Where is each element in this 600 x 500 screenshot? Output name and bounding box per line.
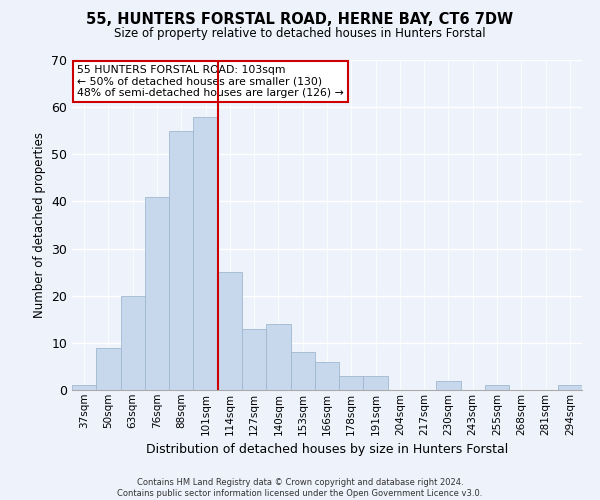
Bar [485,386,509,390]
Bar [218,272,242,390]
Bar [145,196,169,390]
Bar [315,362,339,390]
Bar [339,376,364,390]
Bar [558,386,582,390]
Bar [193,116,218,390]
Bar [266,324,290,390]
Bar [72,386,96,390]
Text: 55, HUNTERS FORSTAL ROAD, HERNE BAY, CT6 7DW: 55, HUNTERS FORSTAL ROAD, HERNE BAY, CT6… [86,12,514,28]
Bar [242,328,266,390]
Bar [364,376,388,390]
Bar [96,348,121,390]
Text: Contains HM Land Registry data © Crown copyright and database right 2024.
Contai: Contains HM Land Registry data © Crown c… [118,478,482,498]
X-axis label: Distribution of detached houses by size in Hunters Forstal: Distribution of detached houses by size … [146,443,508,456]
Text: Size of property relative to detached houses in Hunters Forstal: Size of property relative to detached ho… [114,28,486,40]
Bar [169,130,193,390]
Bar [436,380,461,390]
Text: 55 HUNTERS FORSTAL ROAD: 103sqm
← 50% of detached houses are smaller (130)
48% o: 55 HUNTERS FORSTAL ROAD: 103sqm ← 50% of… [77,65,344,98]
Y-axis label: Number of detached properties: Number of detached properties [32,132,46,318]
Bar [121,296,145,390]
Bar [290,352,315,390]
